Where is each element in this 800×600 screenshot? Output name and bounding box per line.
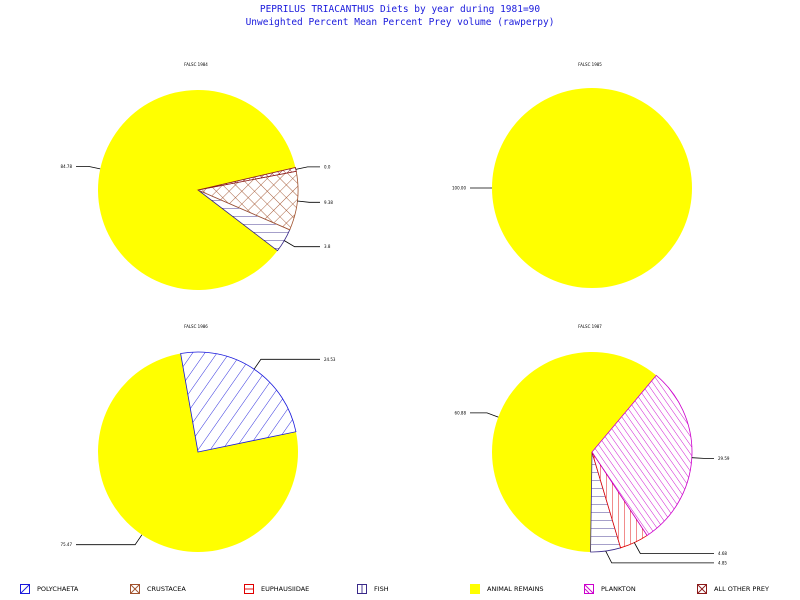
pie-chart-grid: FALSC 1984 84.78 3.8 9.38 0.0 FALSC 1985 100.0… (61, 62, 730, 565)
slice-label-crustacea: 9.38 (324, 200, 333, 205)
legend-label: FISH (374, 585, 389, 593)
panel-title: FALSC 1985 (578, 62, 602, 67)
panel-title: FALSC 1984 (184, 62, 208, 67)
leader-line-crustacea (297, 200, 320, 203)
legend: POLYCHAETA CRUSTACEA EUPHAUSIIDAE FISH ANIMA… (0, 582, 800, 600)
slice-label-fish: 3.8 (324, 244, 331, 249)
legend-label: EUPHAUSIIDAE (261, 585, 310, 593)
legend-swatch (130, 584, 140, 594)
legend-swatch (20, 584, 30, 594)
leader-line-all-other-prey (295, 166, 320, 170)
legend-label: PLANKTON (601, 585, 636, 593)
legend-label: ALL OTHER PREY (714, 585, 769, 593)
legend-item-plankton: PLANKTON (584, 582, 636, 596)
legend-item-euphausiidae: EUPHAUSIIDAE (244, 582, 309, 596)
slice-label-animal-remains: 75.47 (61, 542, 73, 547)
legend-swatch (470, 584, 480, 594)
pie-slice-animal-remains (98, 89, 296, 290)
leader-line-animal-remains (76, 534, 143, 546)
pie-slice-animal-remains (98, 353, 299, 553)
slice-label-plankton: 29.59 (718, 456, 730, 461)
panel-title: FALSC 1986 (184, 324, 208, 329)
chart-subtitle: Unweighted Percent Mean Percent Prey vol… (245, 17, 555, 28)
pie-slice-animal-remains (492, 88, 692, 288)
panel-title: FALSC 1987 (578, 324, 602, 329)
slice-label-euphausiidae: 4.68 (718, 551, 727, 556)
leader-line-animal-remains (76, 165, 101, 170)
slice-label-all-other-prey: 0.0 (324, 164, 331, 169)
chart-title: PEPRILUS TRIACANTHUS Diets by year durin… (259, 4, 541, 15)
leader-line-animal-remains (470, 412, 499, 418)
legend-label: ANIMAL REMAINS (487, 585, 544, 593)
leader-line-polychaeta (253, 358, 320, 370)
slice-label-animal-remains: 84.78 (61, 164, 73, 169)
legend-item-crustacea: CRUSTACEA (130, 582, 186, 596)
legend-item-fish: FISH (357, 582, 389, 596)
leader-line-fish (284, 240, 320, 248)
legend-swatch (697, 584, 707, 594)
legend-item-animal-remains: ANIMAL REMAINS (470, 582, 544, 596)
legend-swatch (357, 584, 367, 594)
leader-line-plankton (691, 457, 714, 459)
legend-label: POLYCHAETA (37, 585, 79, 593)
pie-panel-1: FALSC 1984 84.78 3.8 9.38 0.0 (61, 62, 333, 290)
slice-label-animal-remains: 60.88 (455, 410, 467, 415)
pie-slice-animal-remains (491, 352, 657, 552)
legend-swatch (244, 584, 254, 594)
pie-panel-2: FALSC 1985 100.00 (452, 62, 692, 288)
legend-item-all-other-prey: ALL OTHER PREY (697, 582, 769, 596)
legend-label: CRUSTACEA (147, 585, 186, 593)
legend-item-polychaeta: POLYCHAETA (20, 582, 78, 596)
leader-line-euphausiidae (633, 542, 714, 554)
slice-label-animal-remains: 100.00 (452, 186, 466, 191)
chart-title-block: PEPRILUS TRIACANTHUS Diets by year durin… (0, 3, 800, 29)
pie-slice-polychaeta (180, 351, 297, 453)
slice-label-polychaeta: 24.53 (324, 357, 336, 362)
slice-label-fish: 4.85 (718, 560, 727, 565)
pie-panel-4: FALSC 1987 60.88 4.85 4.68 29.59 (455, 324, 730, 565)
pie-panel-3: FALSC 1986 75.47 24.53 (61, 324, 336, 553)
legend-swatch (584, 584, 594, 594)
pie-slice-plankton (591, 374, 693, 536)
leader-line-fish (605, 550, 714, 564)
